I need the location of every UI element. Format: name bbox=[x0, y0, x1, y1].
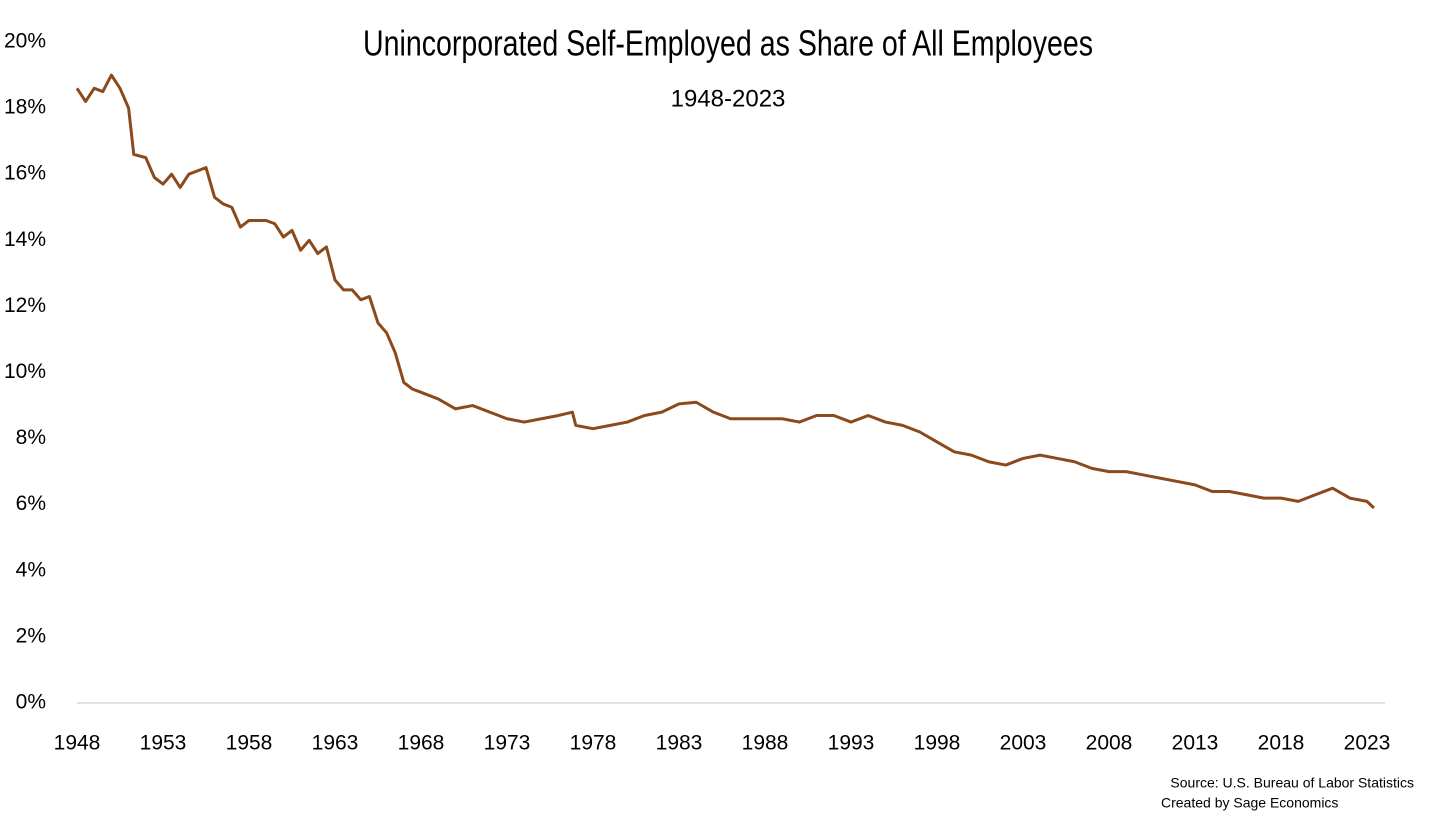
y-tick-label: 6% bbox=[16, 492, 46, 515]
x-tick-label: 1978 bbox=[570, 732, 617, 755]
data-line bbox=[75, 73, 1375, 510]
x-tick-label: 1998 bbox=[914, 732, 961, 755]
chart-title: Unincorporated Self-Employed as Share of… bbox=[363, 23, 1093, 64]
x-tick-label: 1983 bbox=[656, 732, 703, 755]
credit-note: Created by Sage Economics bbox=[1161, 795, 1338, 811]
y-tick-label: 8% bbox=[16, 426, 46, 449]
x-tick-label: 1963 bbox=[312, 732, 359, 755]
x-tick-label: 1948 bbox=[54, 732, 101, 755]
x-tick-label: 2008 bbox=[1086, 732, 1133, 755]
x-tick-label: 1988 bbox=[742, 732, 789, 755]
x-tick-label: 2018 bbox=[1258, 732, 1305, 755]
x-tick-label: 2013 bbox=[1172, 732, 1219, 755]
y-tick-label: 10% bbox=[4, 360, 46, 383]
x-tick-label: 1958 bbox=[226, 732, 273, 755]
y-tick-label: 0% bbox=[16, 691, 46, 714]
y-tick-label: 18% bbox=[4, 96, 46, 119]
y-tick-label: 20% bbox=[4, 30, 46, 53]
source-note: Source: U.S. Bureau of Labor Statistics bbox=[1170, 775, 1414, 791]
x-tick-label: 1968 bbox=[398, 732, 445, 755]
x-tick-label: 1973 bbox=[484, 732, 531, 755]
y-tick-label: 4% bbox=[16, 558, 46, 581]
x-tick-label: 1953 bbox=[140, 732, 187, 755]
x-tick-label: 2023 bbox=[1344, 732, 1391, 755]
y-tick-label: 16% bbox=[4, 162, 46, 185]
y-tick-label: 2% bbox=[16, 624, 46, 647]
x-tick-label: 2003 bbox=[1000, 732, 1047, 755]
chart-subtitle: 1948-2023 bbox=[671, 85, 786, 112]
y-tick-label: 12% bbox=[4, 294, 46, 317]
x-tick-label: 1993 bbox=[828, 732, 875, 755]
y-tick-label: 14% bbox=[4, 228, 46, 251]
